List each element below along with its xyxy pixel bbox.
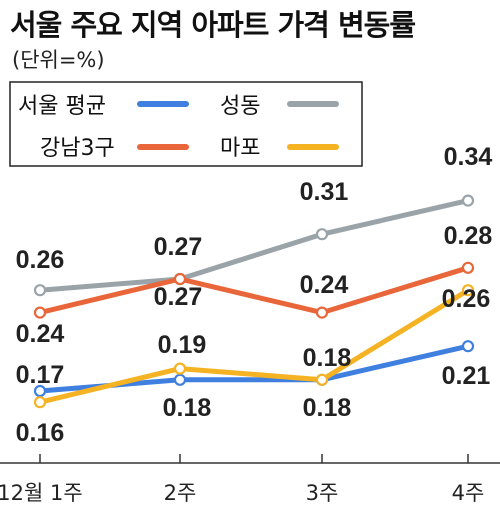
data-label-강남3구: 0.28 [444,222,493,250]
data-point-마포 [33,396,47,409]
data-label-서울-평균: 0.18 [303,394,352,422]
data-label-마포: 0.19 [158,331,207,359]
data-label-마포: 0.26 [442,285,491,313]
data-point-마포 [315,373,329,386]
data-label-서울-평균: 0.21 [442,362,491,390]
legend-label-강남3구: 강남3구 [40,136,115,161]
data-label-강남3구: 0.24 [16,320,65,348]
legend-label-성동: 성동 [220,94,260,119]
data-point-강남3구 [173,272,187,286]
legend-box [9,81,363,167]
data-point-강남3구 [461,261,475,274]
data-label-성동: 0.26 [16,246,65,274]
data-label-서울-평균: 0.17 [16,361,65,389]
data-point-서울-평균 [33,384,47,398]
data-point-서울-평균 [173,373,187,386]
data-label-강남3구: 0.27 [154,283,203,311]
data-point-마포 [461,284,475,297]
data-labels: 0.17 0.18 0.18 0.21 0.26 0.27 0.31 0.34 0.24 0.27… [16,143,493,447]
series-line-성동 [37,198,471,293]
series-line-강남3구 [37,265,471,316]
data-point-성동 [33,284,47,297]
chart-unit: (단위=%) [12,48,105,72]
x-tick-label: 12월 1주 [0,481,83,505]
data-point-서울-평균 [461,340,475,353]
data-point-강남3구 [315,306,329,319]
series-line-마포 [37,287,471,405]
x-tick-label: 4주 [452,481,485,505]
data-label-강남3구: 0.24 [300,271,349,299]
legend-label-서울-평균: 서울 평균 [18,94,106,119]
data-point-강남3구 [33,306,47,319]
x-tick-label: 3주 [306,481,339,505]
series-lines [33,194,475,409]
data-label-마포: 0.18 [303,344,352,372]
data-point-성동 [315,228,329,241]
data-label-서울-평균: 0.18 [163,394,212,422]
data-point-성동 [461,194,475,207]
legend-label-마포: 마포 [220,136,260,161]
x-axis: 12월 1주 2주 3주 4주 [0,454,500,505]
data-label-성동: 0.31 [300,178,349,206]
chart-title: 서울 주요 지역 아파트 가격 변동률 [10,8,416,42]
data-point-마포 [173,362,187,375]
data-label-성동: 0.34 [444,143,493,171]
data-label-성동: 0.27 [154,233,203,261]
x-tick-label: 2주 [164,481,197,505]
data-label-마포: 0.16 [16,419,65,447]
